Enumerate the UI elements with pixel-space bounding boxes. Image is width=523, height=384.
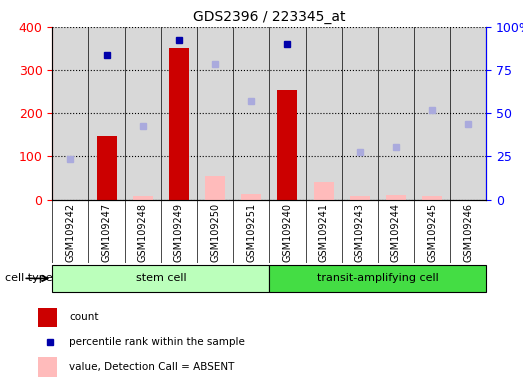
Text: GSM109245: GSM109245: [427, 203, 437, 262]
Text: GSM109242: GSM109242: [65, 203, 75, 262]
Bar: [269, 265, 486, 292]
Bar: [205, 176, 225, 200]
Text: GSM109240: GSM109240: [282, 203, 292, 262]
Bar: [386, 195, 406, 200]
Text: stem cell: stem cell: [135, 273, 186, 283]
Bar: [241, 195, 261, 200]
Bar: [38, 308, 57, 328]
Text: percentile rank within the sample: percentile rank within the sample: [69, 338, 245, 348]
Text: GSM109251: GSM109251: [246, 203, 256, 262]
Bar: [52, 265, 269, 292]
Bar: [314, 182, 334, 200]
Text: GSM109249: GSM109249: [174, 203, 184, 262]
Bar: [422, 196, 442, 200]
Text: cell type: cell type: [5, 273, 52, 283]
Bar: [350, 196, 370, 200]
Text: value, Detection Call = ABSENT: value, Detection Call = ABSENT: [69, 362, 234, 372]
Text: GSM109248: GSM109248: [138, 203, 147, 262]
Text: GSM109250: GSM109250: [210, 203, 220, 262]
Text: GSM109247: GSM109247: [101, 203, 111, 262]
Bar: [278, 89, 298, 200]
Bar: [133, 196, 153, 200]
Bar: [169, 48, 189, 200]
Text: GSM109241: GSM109241: [319, 203, 328, 262]
Text: GSM109246: GSM109246: [463, 203, 473, 262]
Title: GDS2396 / 223345_at: GDS2396 / 223345_at: [193, 10, 346, 25]
Bar: [38, 358, 57, 377]
Text: GSM109244: GSM109244: [391, 203, 401, 262]
Bar: [97, 136, 117, 200]
Text: transit-amplifying cell: transit-amplifying cell: [317, 273, 439, 283]
Text: count: count: [69, 313, 98, 323]
Text: GSM109243: GSM109243: [355, 203, 365, 262]
